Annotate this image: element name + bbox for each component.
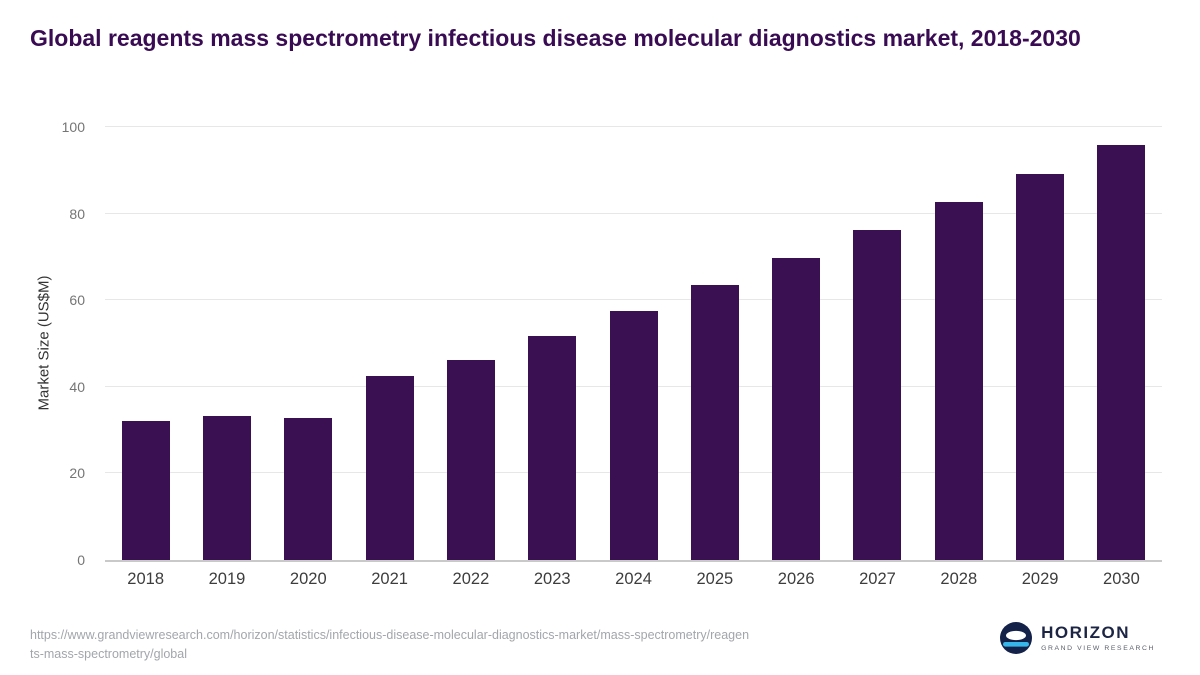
bar-slot: [349, 127, 430, 560]
bar-slot: [186, 127, 267, 560]
bar-slot: [512, 127, 593, 560]
x-tick-label: 2030: [1103, 570, 1140, 588]
y-tick-label: 0: [77, 552, 85, 568]
bar-slot: [674, 127, 755, 560]
x-tick-label: 2025: [696, 570, 734, 588]
bar-slot: [837, 127, 918, 560]
bar-slot: [268, 127, 349, 560]
horizon-logo-icon: [1000, 622, 1033, 654]
bar-2028: [934, 201, 983, 560]
bar-2026: [772, 257, 821, 560]
y-tick-label: 60: [69, 292, 85, 309]
horizon-logo-name: HORIZON: [1041, 623, 1131, 643]
horizon-logo-subtitle: GRAND VIEW RESEARCH: [1041, 644, 1155, 652]
x-tick-label: 2028: [940, 570, 978, 588]
y-tick-label: 80: [69, 205, 85, 222]
bar-2030: [1097, 145, 1146, 560]
source-url: https://www.grandviewresearch.com/horizo…: [30, 626, 980, 665]
bar-slot: [105, 127, 186, 560]
x-tick-label: 2019: [208, 570, 246, 588]
source-url-line-1: https://www.grandviewresearch.com/horizo…: [30, 628, 750, 642]
bar-2029: [1016, 174, 1065, 560]
bar-2020: [284, 418, 333, 560]
bar-slot: [999, 127, 1080, 560]
bar-2019: [202, 416, 251, 560]
y-tick-label: 40: [69, 378, 85, 395]
x-tick-label: 2027: [859, 570, 896, 588]
x-tick-label: 2018: [127, 570, 165, 588]
gridline: [105, 126, 1162, 127]
y-tick-label: 20: [69, 465, 85, 482]
plot-area: [105, 126, 1162, 562]
x-axis-ticks: 2018 2019 2020 2021 2022 2023 2024 2025 2026 2027…: [105, 570, 1162, 589]
bar-series: [105, 127, 1162, 560]
x-tick-label: 2029: [1021, 570, 1059, 588]
y-axis-ticks: 0 20 40 60 80 100: [50, 119, 95, 568]
horizon-logo: HORIZON GRAND VIEW RESEARCH: [1000, 622, 1155, 654]
bar-2024: [609, 311, 658, 560]
bar-2021: [365, 375, 414, 560]
bar-2023: [528, 336, 577, 560]
bar-slot: [593, 127, 674, 560]
bar-slot: [756, 127, 837, 560]
x-tick-label: 2024: [615, 570, 652, 588]
bar-2018: [121, 421, 170, 560]
x-tick-label: 2023: [533, 570, 571, 588]
chart-title: Global reagents mass spectrometry infect…: [30, 25, 1081, 51]
y-tick-label: 100: [61, 119, 85, 135]
x-tick-label: 2020: [289, 570, 327, 588]
x-tick-label: 2026: [777, 570, 815, 588]
source-url-line-2: ts-mass-spectrometry/global: [30, 647, 187, 662]
x-tick-label: 2022: [452, 570, 490, 588]
bar-slot: [918, 127, 999, 560]
bar-slot: [430, 127, 511, 560]
bar-2025: [690, 284, 739, 560]
gridline: [105, 212, 1162, 214]
bar-slot: [1081, 127, 1162, 560]
horizon-logo-text: HORIZON GRAND VIEW RESEARCH: [1041, 623, 1155, 652]
bar-2027: [853, 230, 902, 560]
gridline: [105, 299, 1162, 301]
bar-2022: [446, 360, 495, 560]
x-tick-label: 2021: [371, 570, 408, 588]
